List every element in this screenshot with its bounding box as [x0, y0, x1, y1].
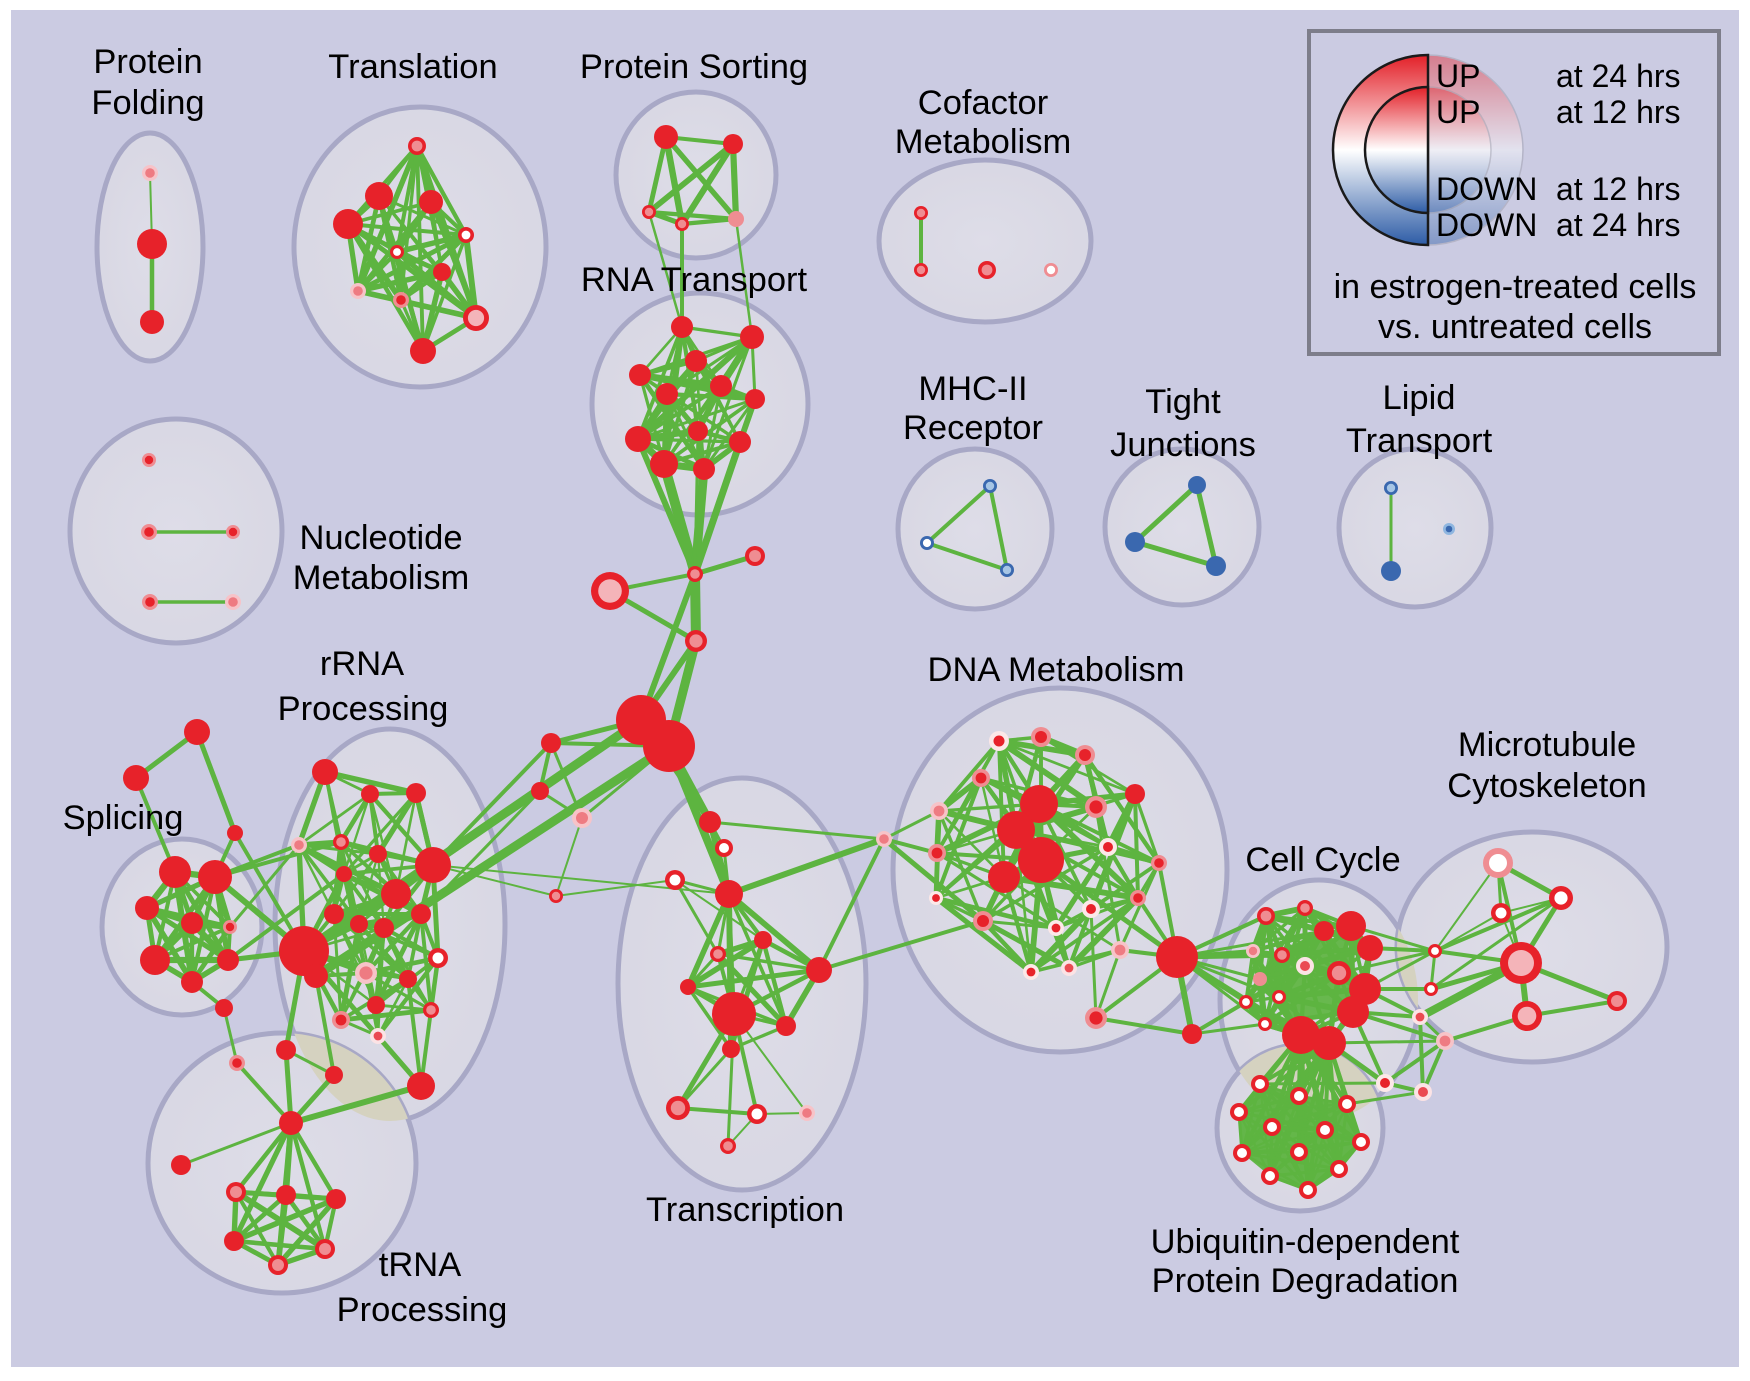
- svg-text:RNA Transport: RNA Transport: [581, 261, 808, 299]
- svg-text:Protein Sorting: Protein Sorting: [580, 48, 808, 86]
- svg-text:Processing: Processing: [278, 690, 449, 728]
- svg-text:Protein: Protein: [93, 43, 202, 81]
- svg-text:at 24 hrs: at 24 hrs: [1556, 58, 1681, 94]
- svg-text:at 12 hrs: at 12 hrs: [1556, 94, 1681, 130]
- svg-text:Junctions: Junctions: [1110, 426, 1256, 464]
- svg-text:Receptor: Receptor: [903, 409, 1043, 447]
- svg-text:Ubiquitin-dependent: Ubiquitin-dependent: [1151, 1223, 1460, 1261]
- svg-text:in estrogen-treated cells: in estrogen-treated cells: [1334, 268, 1697, 306]
- svg-text:DOWN: DOWN: [1436, 207, 1537, 243]
- svg-text:Metabolism: Metabolism: [293, 559, 469, 597]
- svg-text:Transport: Transport: [1346, 422, 1493, 460]
- svg-text:Metabolism: Metabolism: [895, 123, 1071, 161]
- svg-text:Transcription: Transcription: [646, 1191, 844, 1229]
- svg-text:at 24 hrs: at 24 hrs: [1556, 207, 1681, 243]
- svg-text:Lipid: Lipid: [1383, 379, 1456, 417]
- svg-text:Nucleotide: Nucleotide: [299, 519, 462, 557]
- svg-text:Processing: Processing: [337, 1291, 508, 1329]
- svg-text:UP: UP: [1436, 58, 1480, 94]
- svg-text:Translation: Translation: [328, 48, 497, 86]
- svg-text:at 12 hrs: at 12 hrs: [1556, 171, 1681, 207]
- svg-text:Tight: Tight: [1145, 383, 1221, 421]
- svg-text:Splicing: Splicing: [63, 799, 184, 837]
- svg-text:DOWN: DOWN: [1436, 171, 1537, 207]
- svg-text:UP: UP: [1436, 94, 1480, 130]
- svg-text:Protein Degradation: Protein Degradation: [1152, 1262, 1459, 1300]
- svg-text:rRNA: rRNA: [320, 645, 404, 683]
- svg-text:Cofactor: Cofactor: [918, 84, 1048, 122]
- svg-text:Cell Cycle: Cell Cycle: [1245, 841, 1400, 879]
- svg-text:MHC-II: MHC-II: [918, 370, 1027, 408]
- svg-text:Microtubule: Microtubule: [1458, 726, 1636, 764]
- svg-text:Cytoskeleton: Cytoskeleton: [1447, 767, 1646, 805]
- svg-text:DNA Metabolism: DNA Metabolism: [928, 651, 1185, 689]
- svg-text:vs. untreated cells: vs. untreated cells: [1378, 308, 1652, 346]
- svg-text:tRNA: tRNA: [379, 1246, 461, 1284]
- svg-text:Folding: Folding: [91, 84, 204, 122]
